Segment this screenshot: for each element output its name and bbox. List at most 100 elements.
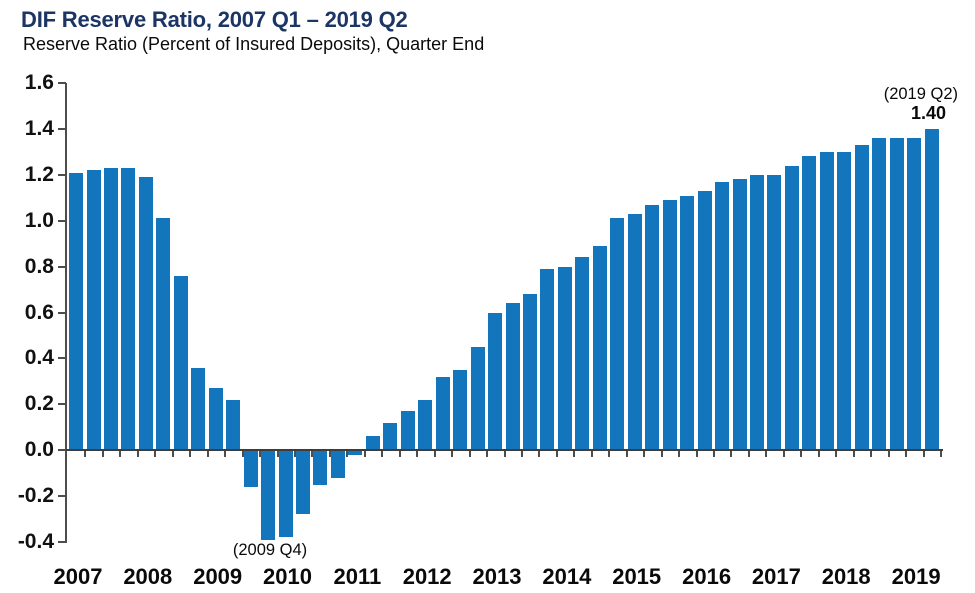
bar-2017-q2: [784, 165, 799, 451]
bar-2014-q2: [575, 257, 590, 451]
x-axis-tick: [328, 451, 331, 458]
x-axis-year-label: 2016: [682, 564, 732, 589]
x-axis-tick: [590, 451, 593, 458]
x-axis-year-label: 2008: [123, 564, 173, 589]
x-axis-tick: [520, 451, 523, 458]
bar-2010-q1: [278, 450, 293, 538]
x-axis-tick: [835, 451, 838, 458]
y-axis-tick: [58, 265, 66, 268]
bar-2013-q3: [523, 294, 537, 451]
bar-2016-q4: [749, 174, 764, 451]
x-axis-year-label: 2013: [472, 564, 522, 589]
x-axis-tick: [119, 451, 122, 458]
x-axis-year-label: 2011: [333, 564, 382, 589]
x-axis-tick: [136, 451, 139, 458]
x-axis-year-label: 2019: [891, 564, 941, 589]
bar-2011-q3: [383, 422, 398, 451]
y-axis-tick: [58, 219, 66, 222]
y-axis-label: 0.2: [24, 392, 54, 416]
x-axis-year-label: 2012: [402, 564, 452, 589]
x-axis-tick: [555, 451, 558, 458]
bar-2018-q4: [889, 138, 904, 451]
bar-2017-q4: [819, 151, 834, 451]
x-axis-year-label: 2009: [193, 564, 243, 589]
x-axis-tick: [852, 451, 855, 458]
x-axis-tick: [276, 451, 279, 458]
y-axis-label: 0.8: [24, 254, 54, 278]
y-axis-tick: [58, 449, 66, 452]
bar-2011-q1: [348, 450, 363, 455]
bar-2018-q3: [872, 138, 887, 451]
x-axis-tick: [782, 451, 785, 458]
x-axis-tick: [643, 451, 646, 458]
y-axis-tick: [58, 403, 66, 406]
bar-2018-q2: [854, 145, 869, 451]
x-axis-tick: [817, 451, 820, 458]
y-axis-label: 0.4: [24, 346, 54, 370]
x-axis-tick: [154, 451, 157, 458]
bar-2007-q4: [121, 167, 136, 451]
x-axis-tick: [905, 451, 908, 458]
x-axis-tick: [625, 451, 628, 458]
bar-2014-q1: [557, 266, 572, 451]
bar-2008-q4: [191, 367, 206, 451]
bar-2015-q4: [680, 195, 695, 451]
bar-2012-q1: [418, 399, 433, 451]
x-axis-tick: [433, 451, 436, 458]
x-axis-year-label: 2015: [612, 564, 662, 589]
bar-2016-q1: [697, 190, 712, 451]
bar-2017-q3: [802, 156, 817, 451]
x-axis-tick: [887, 451, 890, 458]
x-axis-tick: [695, 451, 698, 458]
annotation-trough-period: (2009 Q4): [232, 541, 308, 559]
y-axis-tick: [58, 173, 66, 176]
y-axis-label: 1.4: [24, 116, 54, 140]
bar-2009-q1: [208, 388, 223, 451]
y-axis-label: 0.0: [24, 438, 54, 462]
bar-2007-q2: [86, 170, 101, 451]
annotation-latest-period: (2019 Q2): [883, 85, 958, 103]
bar-2011-q4: [400, 411, 415, 451]
x-axis-tick: [189, 451, 192, 458]
x-axis-tick: [241, 451, 244, 458]
y-axis-tick: [58, 127, 66, 130]
bar-2009-q4: [261, 450, 276, 540]
y-axis-tick: [58, 311, 66, 314]
y-axis-tick: [58, 82, 66, 84]
x-axis-tick: [608, 451, 611, 458]
bar-2010-q2: [296, 450, 310, 515]
bar-2015-q3: [662, 200, 677, 451]
bar-2010-q4: [330, 450, 345, 478]
x-axis-tick: [451, 451, 454, 458]
bar-2008-q2: [156, 218, 171, 451]
y-axis-tick: [58, 541, 66, 543]
bar-2017-q1: [767, 174, 782, 451]
bar-2019-q2: [924, 128, 939, 451]
chart-subtitle: Reserve Ratio (Percent of Insured Deposi…: [23, 34, 485, 54]
bar-2013-q2: [505, 303, 520, 451]
bar-2008-q1: [138, 177, 153, 451]
x-axis-tick: [259, 451, 262, 458]
x-axis-tick: [486, 451, 489, 458]
y-axis-label: -0.4: [17, 530, 54, 553]
x-axis-year-label: 2017: [751, 564, 801, 589]
y-axis-line: [65, 83, 67, 543]
x-axis-year-label: 2007: [53, 564, 103, 589]
x-axis-tick: [363, 451, 366, 458]
x-axis-tick: [800, 451, 803, 458]
x-axis-tick: [538, 451, 541, 458]
bar-2008-q3: [173, 275, 188, 451]
bar-2018-q1: [837, 151, 852, 451]
x-axis-tick: [922, 451, 925, 458]
x-axis-tick: [171, 451, 174, 458]
bar-2019-q1: [907, 138, 922, 451]
bar-2010-q3: [313, 450, 328, 485]
x-axis-tick: [713, 451, 716, 458]
x-axis-tick: [870, 451, 873, 458]
bar-2012-q3: [453, 369, 468, 451]
bar-2014-q4: [610, 218, 625, 451]
y-axis-label: -0.2: [17, 484, 54, 508]
bar-2009-q2: [226, 399, 241, 451]
